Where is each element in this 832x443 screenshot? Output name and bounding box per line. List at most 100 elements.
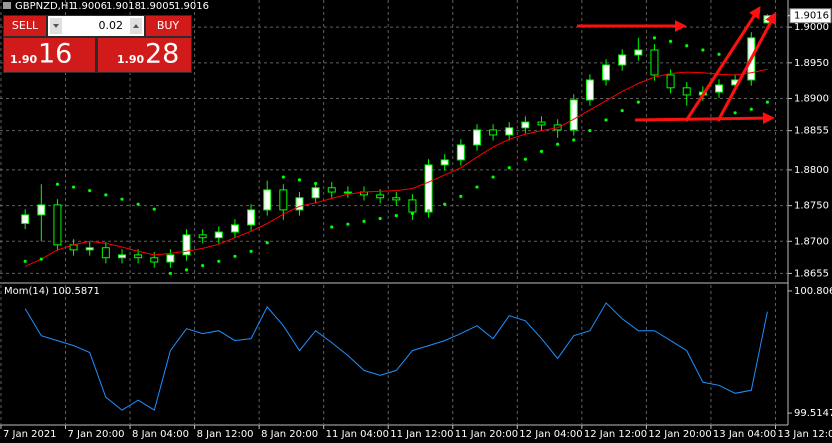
sar-dot [556,142,560,146]
lot-value: 0.02 [99,19,124,32]
sar-dot [104,193,108,197]
x-tick-label: 11 Jan 12:00 [390,429,453,440]
sar-dot [23,259,27,263]
buy-label: BUY [157,19,180,32]
sar-dot [426,209,431,213]
candle-body [521,121,530,129]
y-tick-label: 1.9000 [794,22,829,33]
sar-dot [249,249,253,253]
candle-body [585,79,594,101]
sar-dot [39,257,43,261]
candle-body [618,54,627,66]
candle-body [117,254,126,259]
candle-body [489,129,498,136]
sell-button[interactable] [4,16,46,36]
candle-body [53,204,62,246]
sell-label: SELL [12,19,39,32]
up-icon [133,24,139,28]
candle-body [537,121,546,126]
candle-body [295,197,304,211]
candle-body [569,99,578,131]
candle-body [472,129,481,146]
x-tick-label: 11 Jan 20:00 [455,429,518,440]
sell-price-pips: 16 [38,39,72,70]
sar-dot [281,175,285,179]
candle-body [85,247,94,251]
sar-dot [410,211,415,216]
x-tick-label: 12 Jan 12:00 [584,429,647,440]
sar-dot [346,222,350,226]
candle-body [37,204,46,216]
y-tick-label: 1.8655 [794,268,829,279]
arrow [634,112,775,125]
candle-body [182,234,191,256]
sar-dot [152,207,156,211]
sar-dot [233,254,237,258]
sar-dot [636,100,640,104]
sar-dot [765,100,770,104]
sar-dot [475,185,479,189]
sar-dot [491,175,495,179]
x-tick-label: 8 Jan 20:00 [261,429,318,440]
one-click-trading-panel: SELL 0.02 BUY 1.90 16 1.90 28 [3,15,192,73]
momentum-line [24,302,768,411]
candle-body [424,164,433,213]
x-tick-label: 13 Jan 12:00 [777,429,832,440]
sar-dot [120,197,124,201]
x-tick-label: 13 Jan 04:00 [713,429,776,440]
header-icon [3,2,11,9]
candle-body [408,199,417,213]
sar-dot [685,44,689,48]
candle-body [279,189,288,211]
sar-dot [588,129,592,133]
candle-body [198,234,207,239]
x-tick-label: 7 Jan 20:00 [68,429,125,440]
candle-body [311,187,320,199]
candle-body [456,144,465,161]
candle-body [247,209,256,226]
x-tick-label: 12 Jan 20:00 [648,429,711,440]
x-tick-label: 7 Jan 2021 [3,429,57,440]
candle-body [166,254,175,263]
sell-price-prefix: 1.90 [10,53,37,66]
candle-body [21,214,30,224]
x-tick-label: 12 Jan 04:00 [519,429,582,440]
arrow [684,5,761,122]
sar-dot [620,109,624,113]
sar-dot [507,166,511,170]
candle-body [343,191,352,194]
buy-button[interactable] [146,16,191,36]
sar-dot [55,182,60,186]
candle-body [602,64,611,81]
sar-dot [668,39,673,44]
sar-dot [604,118,608,122]
sar-dot [265,241,269,245]
symbol-title: GBPNZD,H1 [15,1,75,12]
y-tick-label: 99.5147 [794,408,832,419]
sar-dot [330,225,334,229]
current-price-tag [789,8,832,24]
sar-dot [749,107,753,111]
candle-body [666,74,675,89]
sar-dot [297,178,302,182]
x-tick-label: 8 Jan 04:00 [132,429,189,440]
sell-price-box[interactable] [4,38,95,72]
candle-body [214,231,223,239]
sar-dot [717,52,721,56]
candle-body [682,87,691,96]
buy-price-pips: 28 [145,39,179,70]
lot-input[interactable] [48,16,144,36]
sar-dot [733,111,737,115]
moving-average [24,68,768,267]
y-tick-label: 1.8950 [794,58,829,69]
sar-dot [184,268,189,272]
arrow [716,11,777,122]
buy-price-box[interactable] [98,38,191,72]
sar-dot [443,202,447,206]
sar-dot [314,181,318,186]
chart-header: GBPNZD,H1 1.9006 1.9018 1.9005 1.9016 [3,1,209,12]
sar-dot [459,194,463,198]
buy-price-prefix: 1.90 [117,53,144,66]
